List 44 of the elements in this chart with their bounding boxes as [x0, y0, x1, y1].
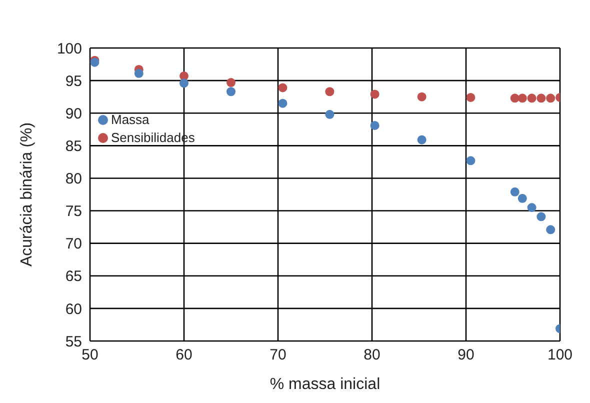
point [546, 94, 556, 103]
point [226, 78, 236, 88]
y-tick-label: 70 [65, 236, 82, 253]
y-tick-label: 100 [56, 40, 82, 58]
point [370, 120, 380, 130]
x-tick-label: 80 [364, 346, 380, 364]
point [466, 92, 476, 102]
point [278, 83, 288, 92]
y-tick-label: 80 [65, 170, 82, 188]
y-axis-title: Acurácia binária (%) [18, 122, 36, 267]
y-tick-label: 85 [65, 138, 82, 155]
y-tick-label: 95 [65, 72, 82, 90]
point [325, 87, 334, 96]
point [325, 110, 334, 119]
y-tick-label: 90 [65, 105, 82, 122]
point [527, 94, 536, 103]
point [510, 94, 520, 103]
point [518, 194, 527, 203]
x-tick-label: 100 [547, 346, 573, 364]
point [466, 156, 476, 166]
point [278, 98, 288, 108]
x-tick-label: 90 [458, 346, 474, 364]
legend-label: Massa [111, 111, 150, 129]
y-tick-label: 75 [65, 203, 82, 220]
point [546, 225, 556, 234]
x-tick-label: 60 [176, 346, 192, 364]
x-tick-label: 50 [82, 346, 98, 364]
point [179, 78, 189, 88]
y-tick-label: 55 [65, 333, 82, 350]
point [134, 68, 144, 78]
point [510, 187, 520, 196]
point [536, 94, 546, 103]
x-axis-title: % massa inicial [270, 376, 380, 393]
point [527, 203, 536, 212]
point [536, 212, 546, 222]
point [226, 87, 236, 96]
point [179, 71, 189, 81]
y-tick-label: 60 [65, 300, 82, 318]
x-tick-label: 70 [270, 346, 286, 364]
point [417, 135, 426, 144]
point [417, 92, 426, 102]
y-tick-label: 65 [65, 268, 82, 286]
point [370, 90, 380, 99]
point [518, 94, 527, 103]
